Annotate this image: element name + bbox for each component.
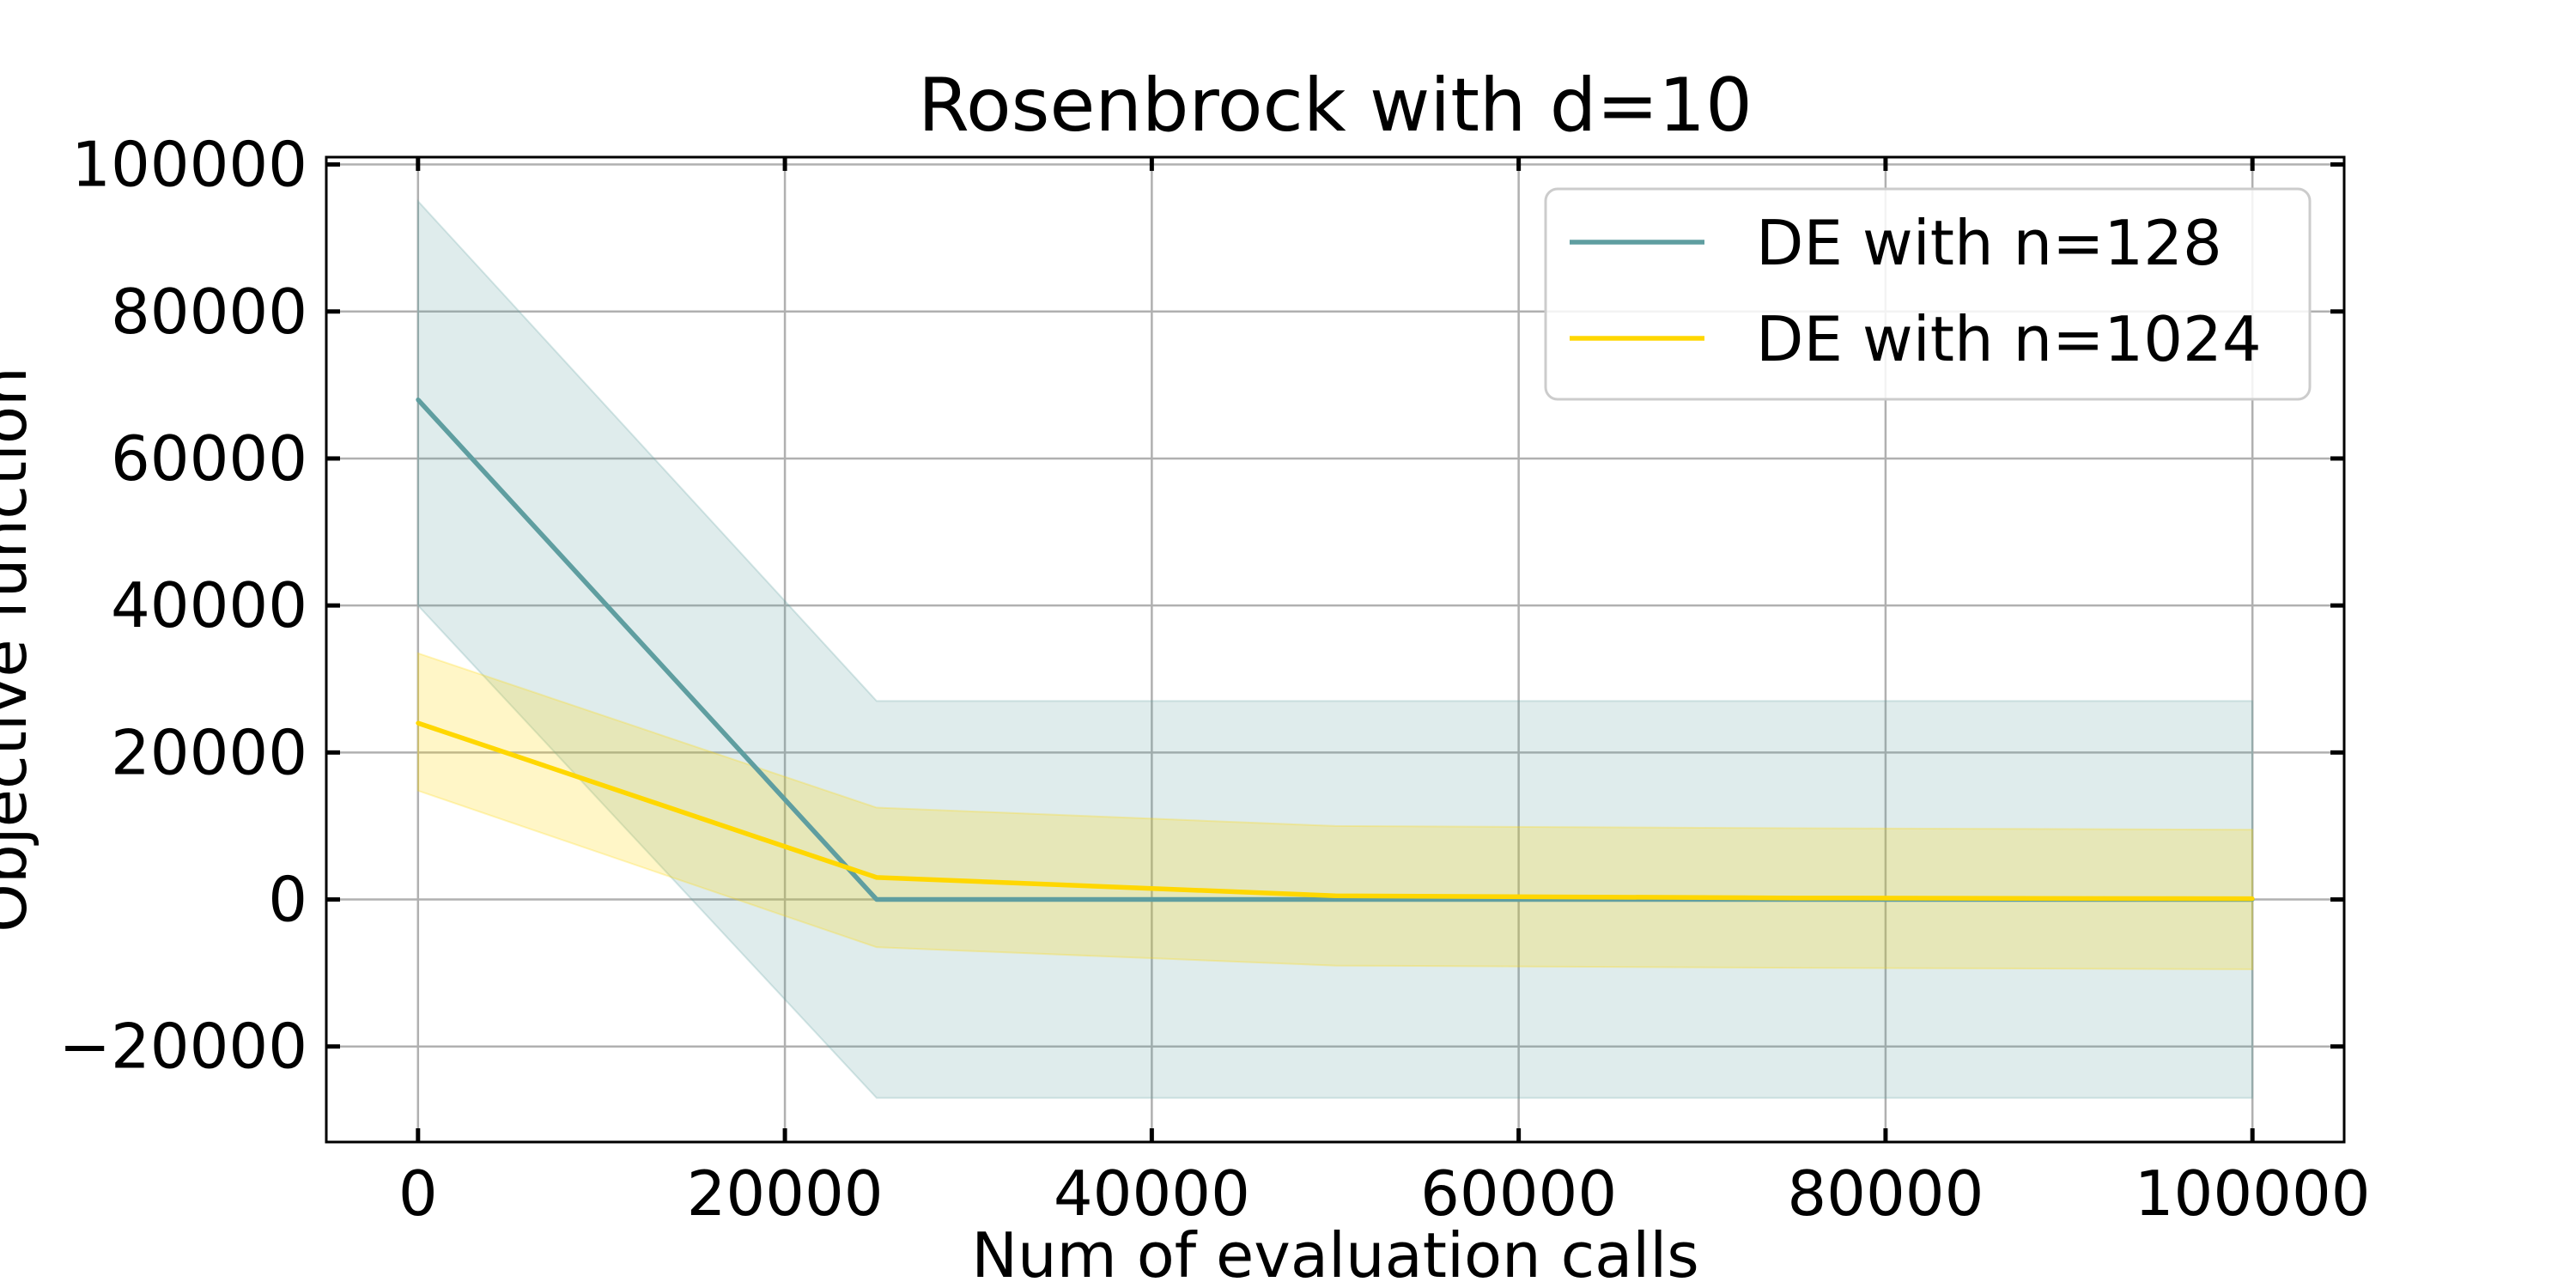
y-tick-label: 100000 (71, 129, 307, 201)
x-tick-label: 0 (398, 1157, 438, 1230)
chart-title: Rosenbrock with d=10 (918, 63, 1753, 149)
series-lines (416, 397, 2255, 902)
y-tick-labels: −20000 0 20000 40000 60000 80000 100000 (59, 129, 307, 1083)
band-series-0 (416, 198, 2254, 1099)
x-tick-label: 100000 (2135, 1157, 2371, 1230)
y-tick-label: 0 (268, 864, 307, 936)
point-series-0-1 (874, 897, 879, 902)
x-tick-label: 40000 (1054, 1157, 1250, 1230)
band-series-1 (416, 652, 2254, 970)
x-tick-labels: 0 20000 40000 60000 80000 100000 (398, 1157, 2371, 1230)
y-tick-label: 40000 (111, 569, 307, 641)
x-tick-label: 60000 (1420, 1157, 1617, 1230)
point-series-1-3 (1791, 896, 1796, 901)
y-tick-label: 60000 (111, 422, 307, 495)
point-series-1-2 (1333, 893, 1338, 898)
x-axis-label: Num of evaluation calls (971, 1219, 1699, 1288)
y-tick-label: 20000 (111, 716, 307, 788)
point-series-0-0 (416, 397, 421, 402)
point-series-1-4 (2250, 896, 2255, 902)
point-series-1-0 (416, 720, 421, 726)
legend: DE with n=128 DE with n=1024 (1544, 187, 2312, 401)
axis-ticks (326, 157, 2344, 1142)
legend-box (1544, 187, 2312, 401)
confidence-bands (416, 198, 2254, 1099)
y-tick-label: 80000 (111, 276, 307, 348)
point-series-0-2 (1333, 897, 1338, 902)
plot-frame (325, 155, 2346, 1144)
y-axis-label: Objective function (0, 367, 40, 932)
legend-label-0: DE with n=128 (1756, 207, 2222, 279)
legend-label-1: DE with n=1024 (1756, 303, 2262, 375)
x-tick-label: 20000 (687, 1157, 884, 1230)
y-tick-label: −20000 (59, 1011, 307, 1083)
x-tick-label: 80000 (1787, 1157, 1984, 1230)
point-series-1-1 (874, 875, 879, 880)
